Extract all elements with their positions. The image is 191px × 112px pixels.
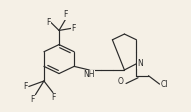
Text: Cl: Cl: [160, 80, 168, 89]
Text: O: O: [118, 77, 124, 86]
Text: F: F: [30, 95, 34, 104]
Text: F: F: [72, 24, 76, 33]
Text: F: F: [46, 18, 50, 27]
Text: NH: NH: [83, 70, 95, 79]
Text: F: F: [23, 82, 28, 91]
Text: N: N: [137, 59, 143, 68]
Text: F: F: [51, 93, 55, 102]
Text: F: F: [64, 10, 68, 19]
